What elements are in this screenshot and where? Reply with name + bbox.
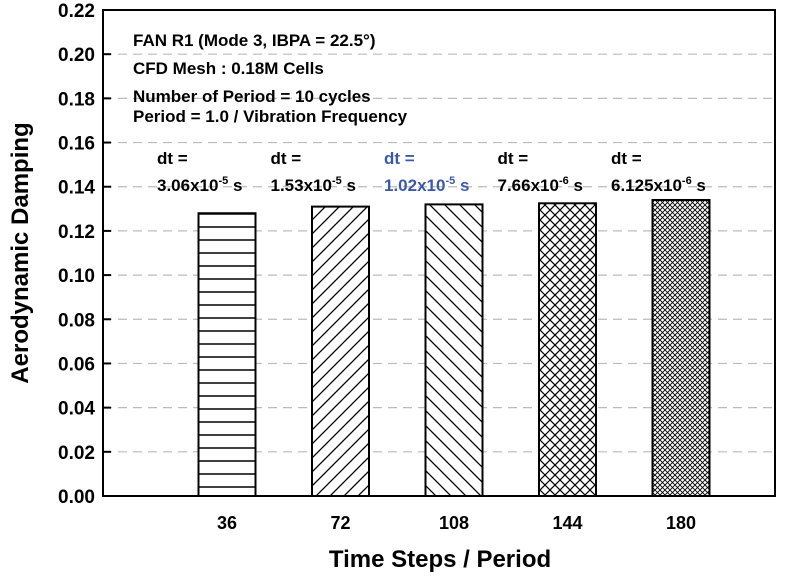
- x-tick-label: 180: [666, 513, 696, 533]
- y-tick-label: 0.14: [58, 178, 95, 199]
- dt-label-line1: dt =: [498, 149, 529, 168]
- y-tick-label: 0.22: [58, 1, 95, 22]
- annotation-line: Number of Period = 10 cycles: [133, 87, 371, 106]
- dt-label-value: 7.66x10-6 s: [498, 175, 583, 195]
- y-tick-label: 0.00: [58, 487, 95, 508]
- y-tick-label: 0.02: [58, 443, 95, 464]
- bar: [311, 205, 370, 497]
- x-tick-label: 144: [552, 513, 582, 533]
- y-tick-label: 0.04: [58, 399, 95, 420]
- bar: [538, 202, 597, 498]
- annotation-block: FAN R1 (Mode 3, IBPA = 22.5°) CFD Mesh :…: [133, 31, 408, 126]
- dt-label-line1: dt =: [157, 149, 188, 168]
- dt-label-value: 1.02x10-5 s: [384, 175, 469, 195]
- x-axis-label: Time Steps / Period: [329, 546, 551, 573]
- y-tick-label: 0.20: [58, 45, 95, 66]
- y-tick-label: 0.08: [58, 310, 95, 331]
- y-tick-label: 0.16: [58, 134, 95, 155]
- x-tick-label: 36: [217, 513, 237, 533]
- y-tick-label: 0.12: [58, 222, 95, 243]
- dt-label-line1: dt =: [611, 149, 642, 168]
- dt-label-value: 1.53x10-5 s: [271, 175, 356, 195]
- dt-label-line1: dt =: [271, 149, 302, 168]
- annotation-line: CFD Mesh : 0.18M Cells: [133, 59, 324, 78]
- y-tick-label: 0.18: [58, 89, 95, 110]
- y-tick-label: 0.06: [58, 354, 95, 375]
- y-axis-label: Aerodynamic Damping: [7, 122, 34, 383]
- plot-frame: [102, 9, 776, 497]
- bar: [651, 198, 711, 497]
- dt-label-value: 6.125x10-6 s: [611, 175, 706, 195]
- annotation-line: Period = 1.0 / Vibration Frequency: [133, 107, 408, 126]
- bar: [424, 203, 484, 497]
- dt-label-line1: dt =: [384, 149, 415, 168]
- bar: [197, 212, 257, 497]
- dt-label-value: 3.06x10-5 s: [157, 175, 242, 195]
- y-tick-label: 0.10: [58, 266, 95, 287]
- annotation-line: FAN R1 (Mode 3, IBPA = 22.5°): [133, 31, 376, 50]
- x-tick-label: 72: [330, 513, 350, 533]
- x-tick-label: 108: [439, 513, 469, 533]
